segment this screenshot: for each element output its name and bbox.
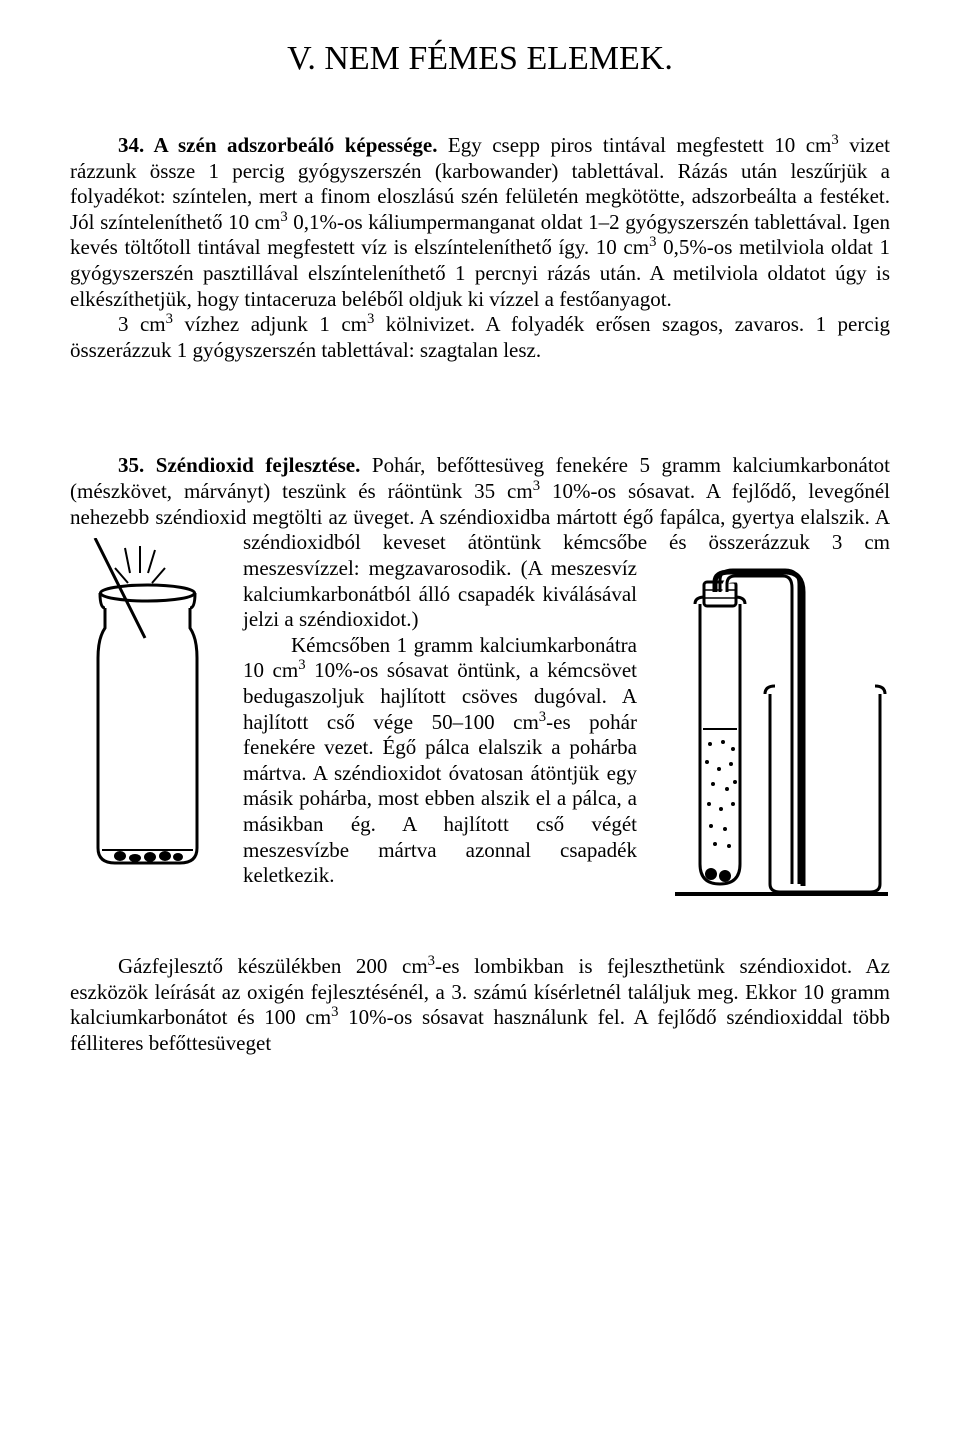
text: Gázfejlesztő készülékben 200 cm [118, 954, 428, 978]
superscript: 3 [166, 311, 173, 327]
text: meszesvízzel: megzavarosodik. (A meszesv… [243, 556, 637, 631]
superscript: 3 [831, 132, 838, 148]
section-34-para-1: 34. A szén adszorbeáló képessége. Egy cs… [70, 133, 890, 312]
text: vízhez adjunk 1 cm [173, 312, 367, 336]
spacer [70, 899, 890, 954]
superscript: 3 [280, 209, 287, 225]
section-35-para-3: Gázfejlesztő készülékben 200 cm3-es lomb… [70, 954, 890, 1056]
figure-test-tube-beaker [655, 564, 890, 899]
section-34-heading: 34. A szén adszorbeáló képessége. [118, 133, 437, 157]
section-35-para-1: 35. Széndioxid fejlesztése. Pohár, befőt… [70, 453, 890, 632]
jar-with-stick-icon [70, 538, 225, 873]
section-34-para-2: 3 cm3 vízhez adjunk 1 cm3 kölnivizet. A … [70, 312, 890, 363]
text: -es pohár fenekére vezet. Égő pálca elal… [243, 710, 637, 888]
spacer [70, 363, 890, 453]
text: 3 cm [118, 312, 166, 336]
section-35: 35. Széndioxid fejlesztése. Pohár, befőt… [70, 453, 890, 898]
superscript: 3 [298, 657, 305, 673]
superscript: 3 [533, 478, 540, 494]
superscript: 3 [428, 953, 435, 969]
page: V. NEM FÉMES ELEMEK. 34. A szén adszorbe… [0, 0, 960, 1096]
text: Egy csepp piros tintával megfestett 10 c… [448, 133, 831, 157]
section-35-heading: 35. Széndioxid fejlesztése. [118, 453, 360, 477]
figure-jar-with-stick [70, 538, 225, 873]
test-tube-beaker-icon [655, 564, 890, 899]
page-title: V. NEM FÉMES ELEMEK. [70, 40, 890, 78]
